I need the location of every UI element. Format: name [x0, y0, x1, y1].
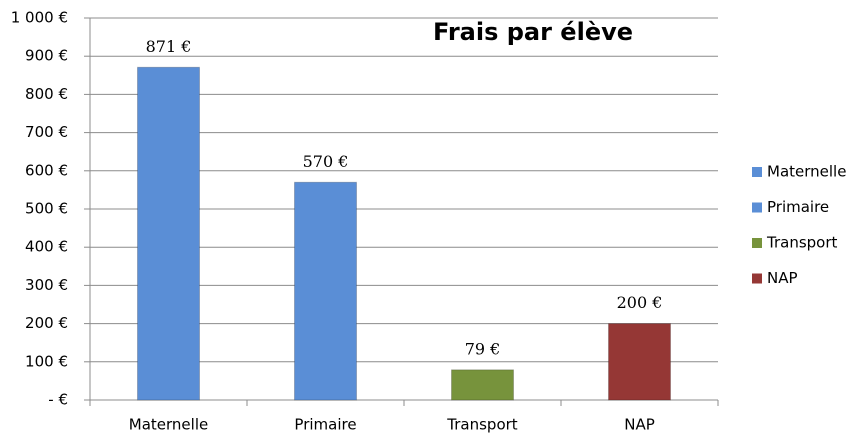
- value-label: 570 €: [303, 152, 349, 171]
- legend-label: Maternelle: [767, 163, 846, 181]
- x-tick-label: Transport: [446, 416, 518, 434]
- legend-swatch: [752, 273, 762, 284]
- bar: [294, 181, 357, 401]
- chart-title: Frais par élève: [433, 18, 633, 46]
- y-tick-label: 700 €: [25, 123, 68, 141]
- y-tick-label: 1 000 €: [11, 9, 68, 27]
- value-label: 871 €: [146, 37, 192, 56]
- x-tick-label: Maternelle: [129, 416, 208, 434]
- y-tick-label: 300 €: [25, 276, 68, 294]
- x-tick-label: Primaire: [294, 416, 356, 434]
- y-tick-label: 800 €: [25, 85, 68, 103]
- legend-label: NAP: [767, 269, 798, 287]
- y-tick-label: 100 €: [25, 352, 68, 370]
- legend-swatch: [752, 202, 762, 213]
- legend-swatch: [752, 238, 762, 248]
- legend-swatch: [752, 167, 762, 177]
- bar: [608, 323, 671, 401]
- bar: [451, 369, 514, 401]
- y-tick-label: 200 €: [25, 314, 68, 332]
- y-tick-label: - €: [48, 391, 68, 409]
- y-tick-label: 500 €: [25, 200, 68, 218]
- value-label: 79 €: [465, 339, 501, 358]
- legend-label: Primaire: [767, 198, 829, 216]
- y-tick-label: 900 €: [25, 47, 68, 65]
- y-tick-label: 400 €: [25, 238, 68, 256]
- bar: [137, 66, 200, 401]
- value-label: 200 €: [617, 293, 663, 312]
- legend-label: Transport: [766, 234, 838, 252]
- x-tick-label: NAP: [624, 416, 655, 434]
- y-tick-label: 600 €: [25, 161, 68, 179]
